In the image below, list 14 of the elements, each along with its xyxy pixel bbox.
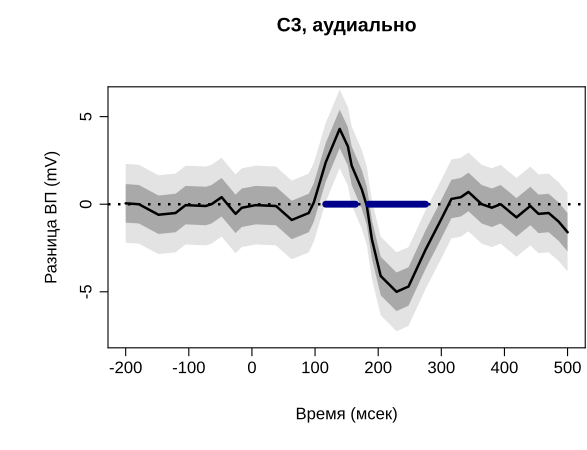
x-tick-label: -100 xyxy=(172,361,205,374)
y-tick-label: -5 xyxy=(80,285,92,298)
chart-title: C3, аудиально xyxy=(278,18,416,36)
y-tick-label: 0 xyxy=(80,200,92,208)
x-tick-label: 300 xyxy=(428,361,455,374)
x-tick-label: 500 xyxy=(554,361,581,374)
x-axis-title: Время (мсек) xyxy=(296,407,397,423)
x-tick-label: -200 xyxy=(110,361,142,374)
x-tick-label: 400 xyxy=(490,361,518,374)
y-axis-title: Разница ВП (mV) xyxy=(44,152,60,283)
x-tick-label: 200 xyxy=(365,361,392,374)
y-tick-label: 5 xyxy=(80,112,92,121)
x-tick-label: 0 xyxy=(248,361,256,374)
x-tick-label: 100 xyxy=(302,361,328,374)
